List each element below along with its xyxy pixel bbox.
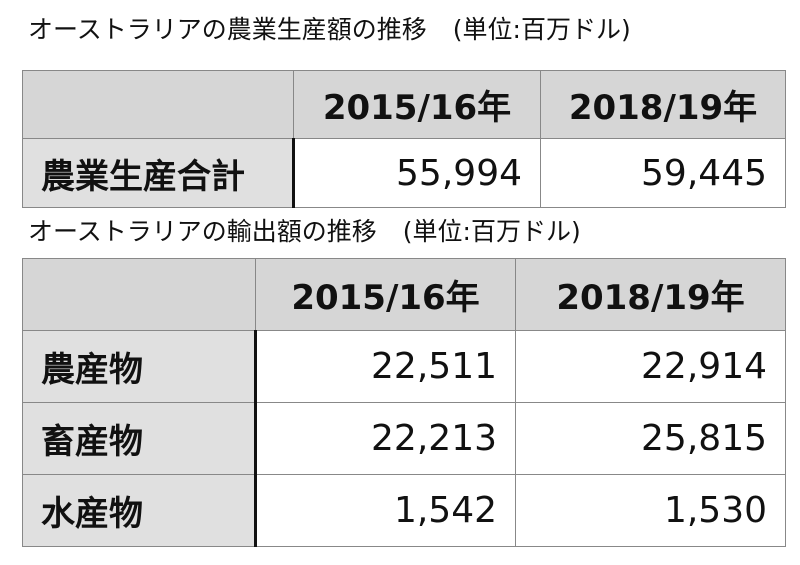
column-header: 2015/16年 xyxy=(293,70,541,139)
cell-value: 22,914 xyxy=(515,330,786,403)
data-row: 畜産物 22,213 25,815 xyxy=(22,402,786,475)
title-text: オーストラリアの輸出額の推移 xyxy=(28,217,377,246)
column-header: 2015/16年 xyxy=(255,258,516,331)
header-row: 2015/16年 2018/19年 xyxy=(22,70,786,139)
data-row: 農業生産合計 55,994 59,445 xyxy=(22,138,786,208)
header-corner xyxy=(22,258,256,331)
cell-value: 22,511 xyxy=(255,330,516,403)
unit-text: (単位:百万ドル) xyxy=(452,15,631,44)
row-label: 農業生産合計 xyxy=(22,138,295,208)
row-label: 水産物 xyxy=(22,474,257,547)
header-row: 2015/16年 2018/19年 xyxy=(22,258,786,331)
row-label: 農産物 xyxy=(22,330,257,403)
row-label: 畜産物 xyxy=(22,402,257,475)
data-table: 2015/16年 2018/19年 農産物 22,511 22,914 畜産物 22,213… xyxy=(22,258,786,547)
cell-value: 1,542 xyxy=(255,474,516,547)
section-title: オーストラリアの輸出額の推移 (単位:百万ドル) xyxy=(28,212,581,248)
title-text: オーストラリアの農業生産額の推移 xyxy=(28,15,427,44)
column-header: 2018/19年 xyxy=(540,70,786,139)
cell-value: 55,994 xyxy=(293,138,541,208)
column-header: 2018/19年 xyxy=(515,258,786,331)
section-title: オーストラリアの農業生産額の推移 (単位:百万ドル) xyxy=(28,10,631,46)
cell-value: 59,445 xyxy=(540,138,786,208)
unit-text: (単位:百万ドル) xyxy=(402,217,581,246)
header-corner xyxy=(22,70,294,139)
data-table: 2015/16年 2018/19年 農業生産合計 55,994 59,445 xyxy=(22,70,786,208)
cell-value: 1,530 xyxy=(515,474,786,547)
data-row: 農産物 22,511 22,914 xyxy=(22,330,786,403)
data-row: 水産物 1,542 1,530 xyxy=(22,474,786,547)
cell-value: 25,815 xyxy=(515,402,786,475)
cell-value: 22,213 xyxy=(255,402,516,475)
